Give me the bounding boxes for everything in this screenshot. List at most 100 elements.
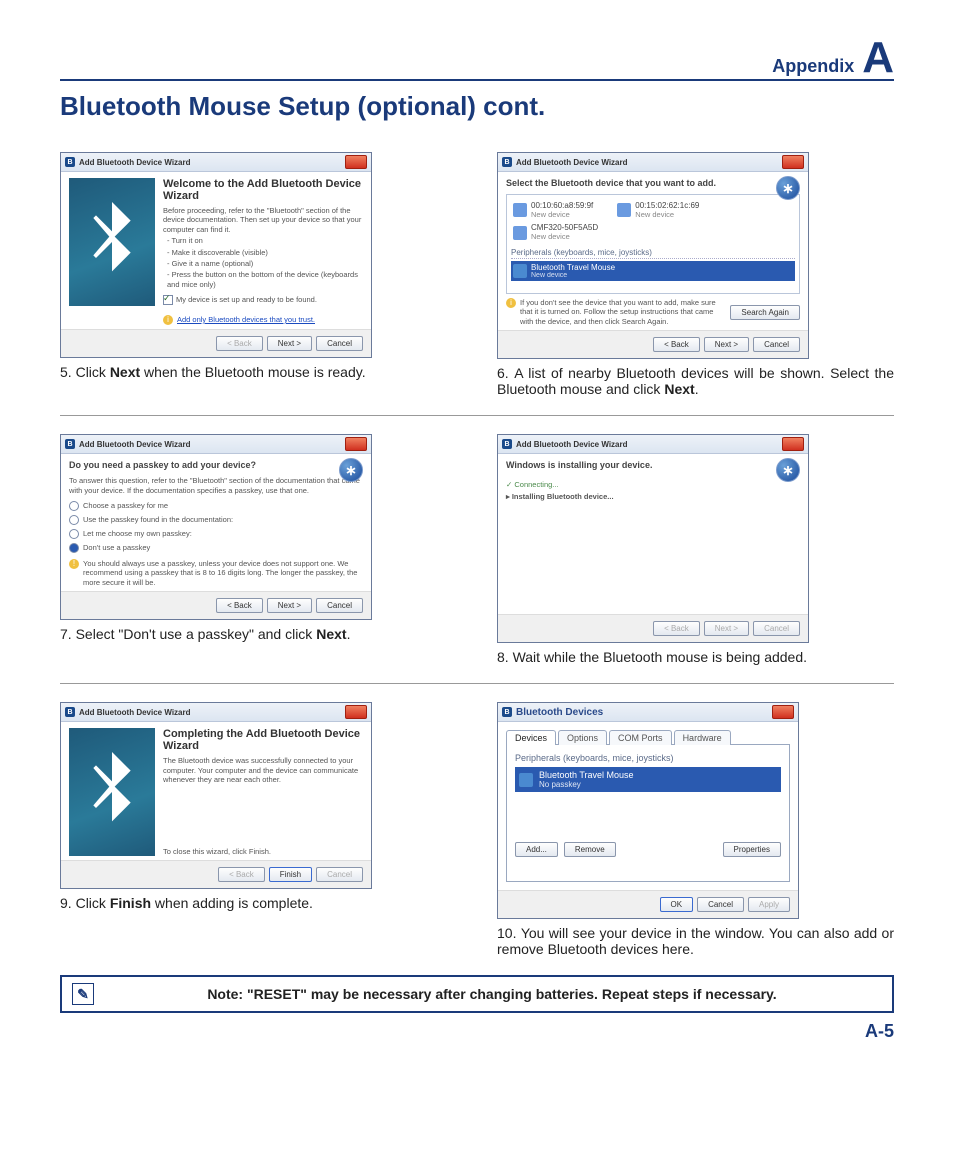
section-divider [60, 415, 894, 416]
bluetooth-icon: B [65, 439, 75, 449]
passkey-radio[interactable] [69, 515, 79, 525]
wizard-installing-dialog: B Add Bluetooth Device Wizard ∗ Windows … [497, 434, 809, 643]
bluetooth-badge-icon: ∗ [339, 458, 363, 482]
tab-devices[interactable]: Devices [506, 730, 556, 745]
note-box: ✎ Note: "RESET" may be necessary after c… [60, 975, 894, 1013]
info-icon: i [163, 315, 173, 325]
cancel-button[interactable]: Cancel [316, 336, 363, 351]
radio-label: Let me choose my own passkey: [83, 529, 192, 538]
bluetooth-logo [69, 728, 155, 856]
status-connecting: ✓ Connecting... [506, 480, 800, 489]
back-button[interactable]: < Back [653, 337, 700, 352]
close-icon[interactable] [782, 155, 804, 169]
cancel-button[interactable]: Cancel [753, 337, 800, 352]
warning-icon: ! [69, 559, 79, 569]
device-item-selected[interactable]: Bluetooth Travel MouseNo passkey [515, 767, 781, 792]
wizard-heading: Welcome to the Add Bluetooth Device Wiza… [163, 178, 363, 202]
dialog-title: Add Bluetooth Device Wizard [516, 158, 782, 167]
bluetooth-icon: B [502, 157, 512, 167]
dialog-title: Add Bluetooth Device Wizard [79, 440, 345, 449]
back-button[interactable]: < Back [216, 598, 263, 613]
wizard-complete-text: The Bluetooth device was successfully co… [163, 756, 363, 784]
dialog-title: Add Bluetooth Device Wizard [79, 708, 345, 717]
bullet-item: - Give it a name (optional) [167, 259, 363, 268]
passkey-intro: To answer this question, refer to the "B… [69, 476, 363, 495]
passkey-radio[interactable] [69, 529, 79, 539]
bluetooth-icon: B [502, 707, 512, 717]
bullet-item: - Turn it on [167, 236, 363, 245]
device-item[interactable]: 00:10:60:a8:59:9fNew device [511, 199, 595, 221]
bluetooth-icon: B [65, 157, 75, 167]
device-item[interactable]: 00:15:02:62:1c:69New device [615, 199, 701, 221]
section-divider [60, 683, 894, 684]
radio-label: Use the passkey found in the documentati… [83, 515, 233, 524]
tab-com-ports[interactable]: COM Ports [609, 730, 672, 745]
ok-button[interactable]: OK [660, 897, 694, 912]
cancel-button[interactable]: Cancel [697, 897, 744, 912]
bluetooth-logo [69, 178, 155, 306]
close-icon[interactable] [782, 437, 804, 451]
tab-options[interactable]: Options [558, 730, 607, 745]
device-item[interactable]: CMF320-50F5A5DNew device [511, 221, 795, 243]
bullet-item: - Make it discoverable (visible) [167, 248, 363, 257]
info-icon: i [506, 298, 516, 308]
device-group-label: Peripherals (keyboards, mice, joysticks) [511, 248, 795, 259]
wizard-welcome-dialog: B Add Bluetooth Device Wizard Welcome to… [60, 152, 372, 358]
close-icon[interactable] [345, 705, 367, 719]
wizard-intro: Before proceeding, refer to the "Bluetoo… [163, 206, 363, 234]
device-item-selected[interactable]: Bluetooth Travel MouseNew device [511, 261, 795, 281]
bluetooth-devices-dialog: B Bluetooth Devices Devices Options COM … [497, 702, 799, 919]
step-6-caption: 6. A list of nearby Bluetooth devices wi… [497, 365, 894, 397]
close-icon[interactable] [772, 705, 794, 719]
dialog-title: Add Bluetooth Device Wizard [79, 158, 345, 167]
bluetooth-badge-icon: ∗ [776, 458, 800, 482]
close-icon[interactable] [345, 437, 367, 451]
next-button[interactable]: Next > [704, 337, 749, 352]
trust-hint-link[interactable]: Add only Bluetooth devices that you trus… [177, 315, 315, 324]
mouse-icon [513, 264, 527, 278]
tab-hardware[interactable]: Hardware [674, 730, 731, 745]
next-button[interactable]: Next > [267, 598, 312, 613]
dialog-title: Bluetooth Devices [516, 707, 772, 718]
page-number: A-5 [60, 1021, 894, 1042]
back-button: < Back [653, 621, 700, 636]
wizard-heading: Do you need a passkey to add your device… [69, 460, 363, 470]
appendix-letter: A [862, 40, 894, 75]
mouse-icon [519, 773, 533, 787]
appendix-header: Appendix A [60, 40, 894, 81]
next-button[interactable]: Next > [267, 336, 312, 351]
remove-button[interactable]: Remove [564, 842, 616, 857]
status-installing: ▸ Installing Bluetooth device... [506, 492, 800, 501]
radio-label: Choose a passkey for me [83, 501, 168, 510]
properties-button[interactable]: Properties [723, 842, 781, 857]
step-5-caption: 5. Click Next when the Bluetooth mouse i… [60, 364, 457, 380]
step-9-caption: 9. Click Finish when adding is complete. [60, 895, 457, 911]
ready-checkbox[interactable] [163, 295, 173, 305]
passkey-radio[interactable] [69, 501, 79, 511]
wizard-passkey-dialog: B Add Bluetooth Device Wizard ∗ Do you n… [60, 434, 372, 620]
step-8-caption: 8. Wait while the Bluetooth mouse is bei… [497, 649, 894, 665]
cancel-button: Cancel [316, 867, 363, 882]
finish-button[interactable]: Finish [269, 867, 312, 882]
wizard-select-device-dialog: B Add Bluetooth Device Wizard ∗ Select t… [497, 152, 809, 359]
bluetooth-icon: B [65, 707, 75, 717]
close-icon[interactable] [345, 155, 367, 169]
device-group-label: Peripherals (keyboards, mice, joysticks) [515, 753, 781, 763]
bullet-item: - Press the button on the bottom of the … [167, 270, 363, 289]
section-title: Bluetooth Mouse Setup (optional) cont. [60, 91, 894, 122]
wizard-heading: Select the Bluetooth device that you wan… [506, 178, 800, 188]
tab-bar: Devices Options COM Ports Hardware [506, 730, 790, 745]
add-button[interactable]: Add... [515, 842, 558, 857]
appendix-label: Appendix [772, 56, 854, 77]
close-hint: To close this wizard, click Finish. [163, 847, 363, 856]
note-text: Note: "RESET" may be necessary after cha… [102, 986, 882, 1002]
search-again-button[interactable]: Search Again [730, 305, 800, 320]
cancel-button: Cancel [753, 621, 800, 636]
back-button[interactable]: < Back [216, 336, 263, 351]
passkey-warning: You should always use a passkey, unless … [83, 559, 363, 587]
passkey-radio-selected[interactable] [69, 543, 79, 553]
bluetooth-icon: B [502, 439, 512, 449]
cancel-button[interactable]: Cancel [316, 598, 363, 613]
ready-checkbox-label: My device is set up and ready to be foun… [176, 295, 317, 304]
dialog-title: Add Bluetooth Device Wizard [516, 440, 782, 449]
